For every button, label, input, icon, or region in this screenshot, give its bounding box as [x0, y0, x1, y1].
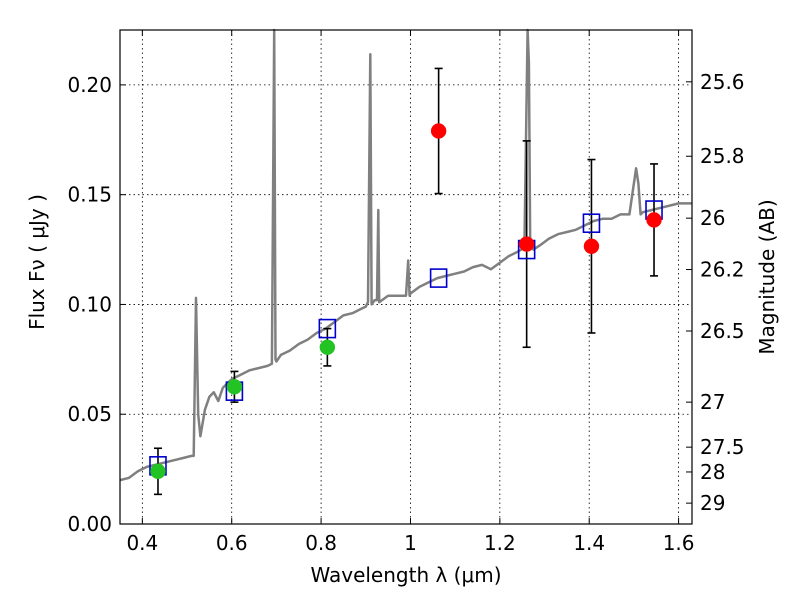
plot-frame: [119, 29, 693, 525]
y-axis-title: Flux Fν ( μJy ): [25, 194, 49, 330]
y-tick-label: 0.15: [67, 183, 112, 207]
y2-tick-label: 26.5: [700, 319, 745, 343]
x-tick-label: 0.4: [126, 531, 158, 555]
model-photometry-square: [582, 213, 601, 234]
y2-tick-label: 25.8: [700, 144, 745, 168]
near-ir-point: [646, 212, 662, 228]
y2-axis-ticks: 25.6 25.8 26 26.2 26.5 27 27.528 29: [686, 70, 745, 515]
x-axis-title: Wavelength λ (μm): [310, 563, 501, 587]
model-photometry-square: [429, 268, 448, 288]
y-tick-label: 0.10: [67, 292, 112, 316]
near-ir-point: [583, 238, 600, 255]
y2-tick-label: 26: [700, 206, 725, 230]
y-axis-ticks: 0.00 0.05 0.10 0.15 0.20: [67, 73, 126, 536]
y-tick-label: 0.00: [67, 512, 112, 536]
near-ir-point: [518, 236, 535, 252]
x-tick-label: 1.6: [663, 531, 695, 555]
y-tick-label: 0.20: [67, 73, 112, 97]
model-spectrum-line: [119, 28, 692, 482]
x-tick-label: 1.4: [573, 531, 605, 555]
y2-axis-title: Magnitude (AB): [755, 199, 779, 354]
x-tick-label: 0.6: [216, 531, 248, 555]
x-tick-label: 0.8: [305, 531, 337, 555]
optical-point: [319, 339, 336, 356]
x-axis-ticks: 0.4 0.6 0.8 1 1.2 1.4 1.6: [126, 30, 695, 555]
x-tick-label: 1: [404, 531, 417, 555]
y2-tick-label: 27.5: [700, 435, 745, 459]
near-ir-point: [430, 123, 447, 139]
data-points-layer: [149, 123, 663, 480]
y-tick-label: 0.05: [67, 402, 112, 426]
y2-tick-label: 27: [700, 390, 725, 414]
model-photometry-square: [318, 318, 337, 339]
model-spectrum-layer: [119, 28, 692, 482]
optical-point: [150, 463, 166, 480]
y2-tick-label: 29: [700, 491, 725, 515]
optical-point: [226, 379, 243, 395]
y2-tick-label: 26.2: [700, 258, 745, 282]
y2-tick-label: 25.6: [700, 70, 745, 94]
x-tick-label: 1.2: [484, 531, 516, 555]
y2-tick-label: 28: [700, 460, 725, 484]
